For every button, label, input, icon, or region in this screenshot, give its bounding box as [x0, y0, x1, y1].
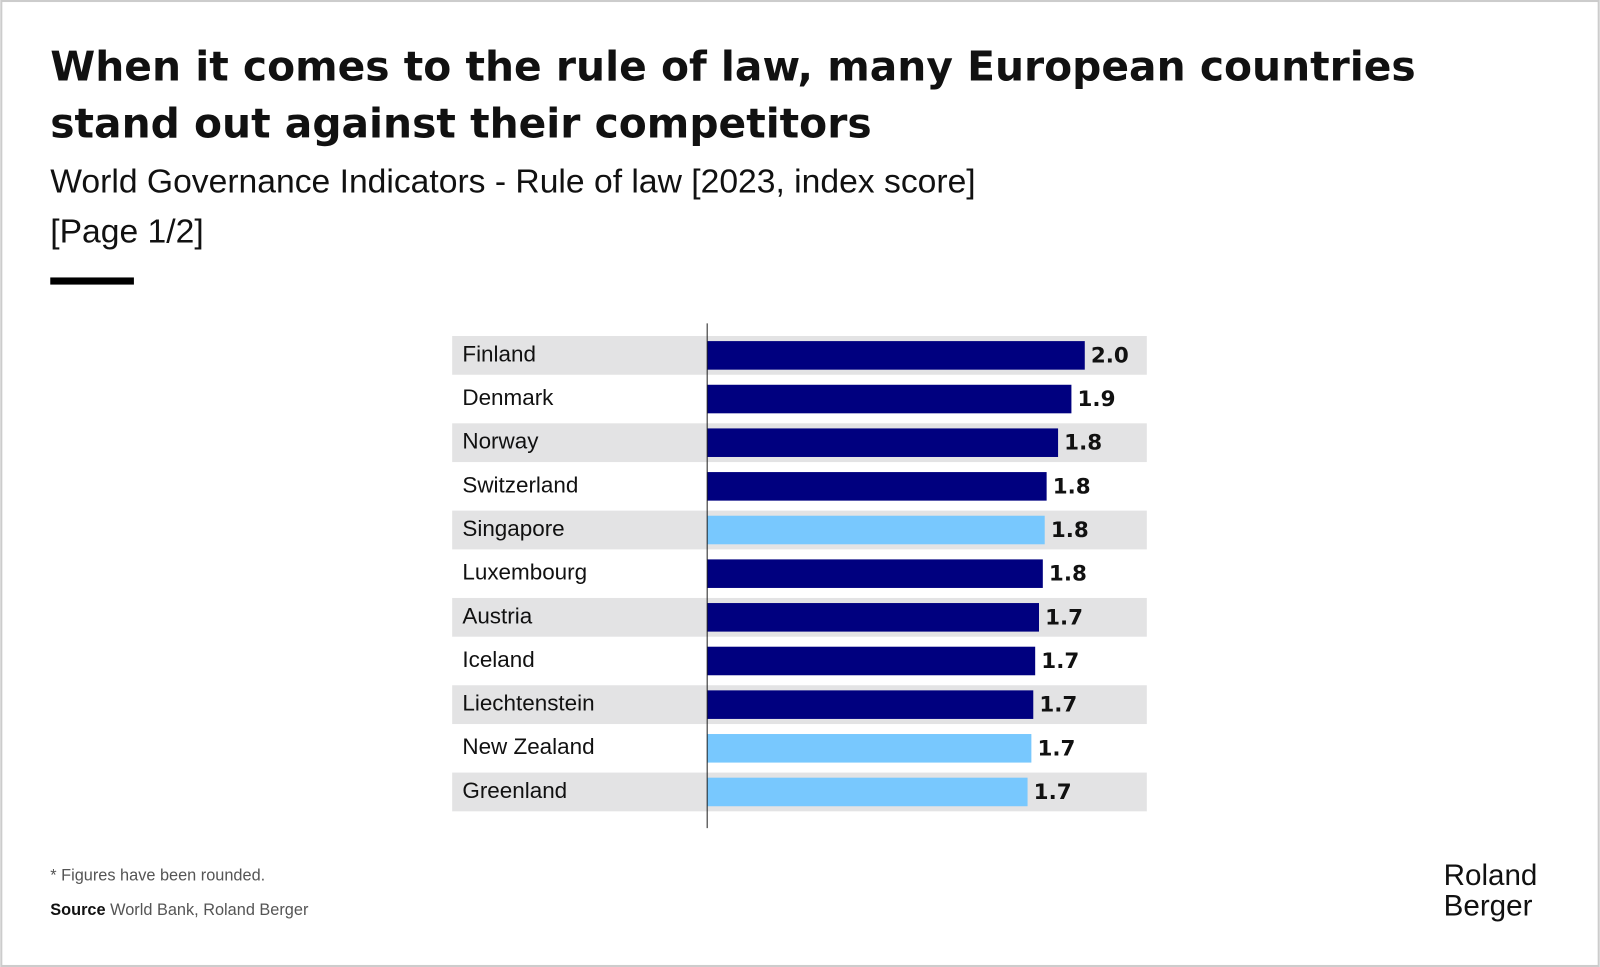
category-label: Greenland: [462, 778, 567, 803]
category-label: Denmark: [462, 385, 554, 410]
category-label: Singapore: [462, 516, 564, 541]
source-text: World Bank, Roland Berger: [110, 901, 309, 919]
category-label: Liechtenstein: [462, 691, 594, 716]
category-label: Luxembourg: [462, 560, 587, 585]
bar: [707, 777, 1028, 807]
source: Source World Bank, Roland Berger: [50, 901, 309, 919]
category-label: Austria: [462, 603, 532, 628]
category-label: New Zealand: [462, 734, 594, 759]
category-label: Switzerland: [462, 472, 578, 497]
category-label: Norway: [462, 429, 539, 454]
chart-subtitle: [Page 1/2]: [50, 213, 203, 250]
bar: [707, 559, 1043, 588]
category-label: Iceland: [462, 647, 534, 672]
value-label: 2.0: [1091, 343, 1129, 368]
value-label: 1.7: [1045, 605, 1083, 630]
value-label: 1.7: [1039, 693, 1077, 718]
bar: [707, 472, 1047, 501]
chart-title: When it comes to the rule of law, many E…: [50, 42, 1415, 90]
category-label: Finland: [462, 341, 536, 366]
value-label: 1.8: [1053, 474, 1091, 499]
value-label: 1.9: [1078, 387, 1116, 412]
value-label: 1.7: [1034, 780, 1072, 805]
plot: Finland 2.0 Denmark 1.9 Norway 1.8 Switzerland…: [452, 323, 1147, 829]
bar: [707, 341, 1085, 370]
value-label: 1.8: [1051, 518, 1089, 543]
logo: Roland: [1444, 859, 1538, 892]
bar: [707, 428, 1059, 457]
bar: [707, 603, 1040, 632]
value-label: 1.8: [1049, 562, 1087, 587]
bar: [707, 515, 1045, 545]
accent-bar: [50, 277, 134, 285]
value-label: 1.8: [1064, 431, 1102, 456]
chart-title: stand out against their competitors: [50, 99, 871, 147]
source-label: Source: [50, 901, 105, 919]
logo: Berger: [1444, 890, 1533, 923]
value-label: 1.7: [1041, 649, 1079, 674]
footnote: * Figures have been rounded.: [50, 867, 265, 885]
chart-subtitle: World Governance Indicators - Rule of la…: [50, 163, 975, 200]
value-label: 1.7: [1037, 736, 1075, 761]
bar: [707, 734, 1032, 763]
bar: [707, 384, 1072, 414]
bar: [707, 690, 1034, 719]
bar: [707, 646, 1036, 676]
